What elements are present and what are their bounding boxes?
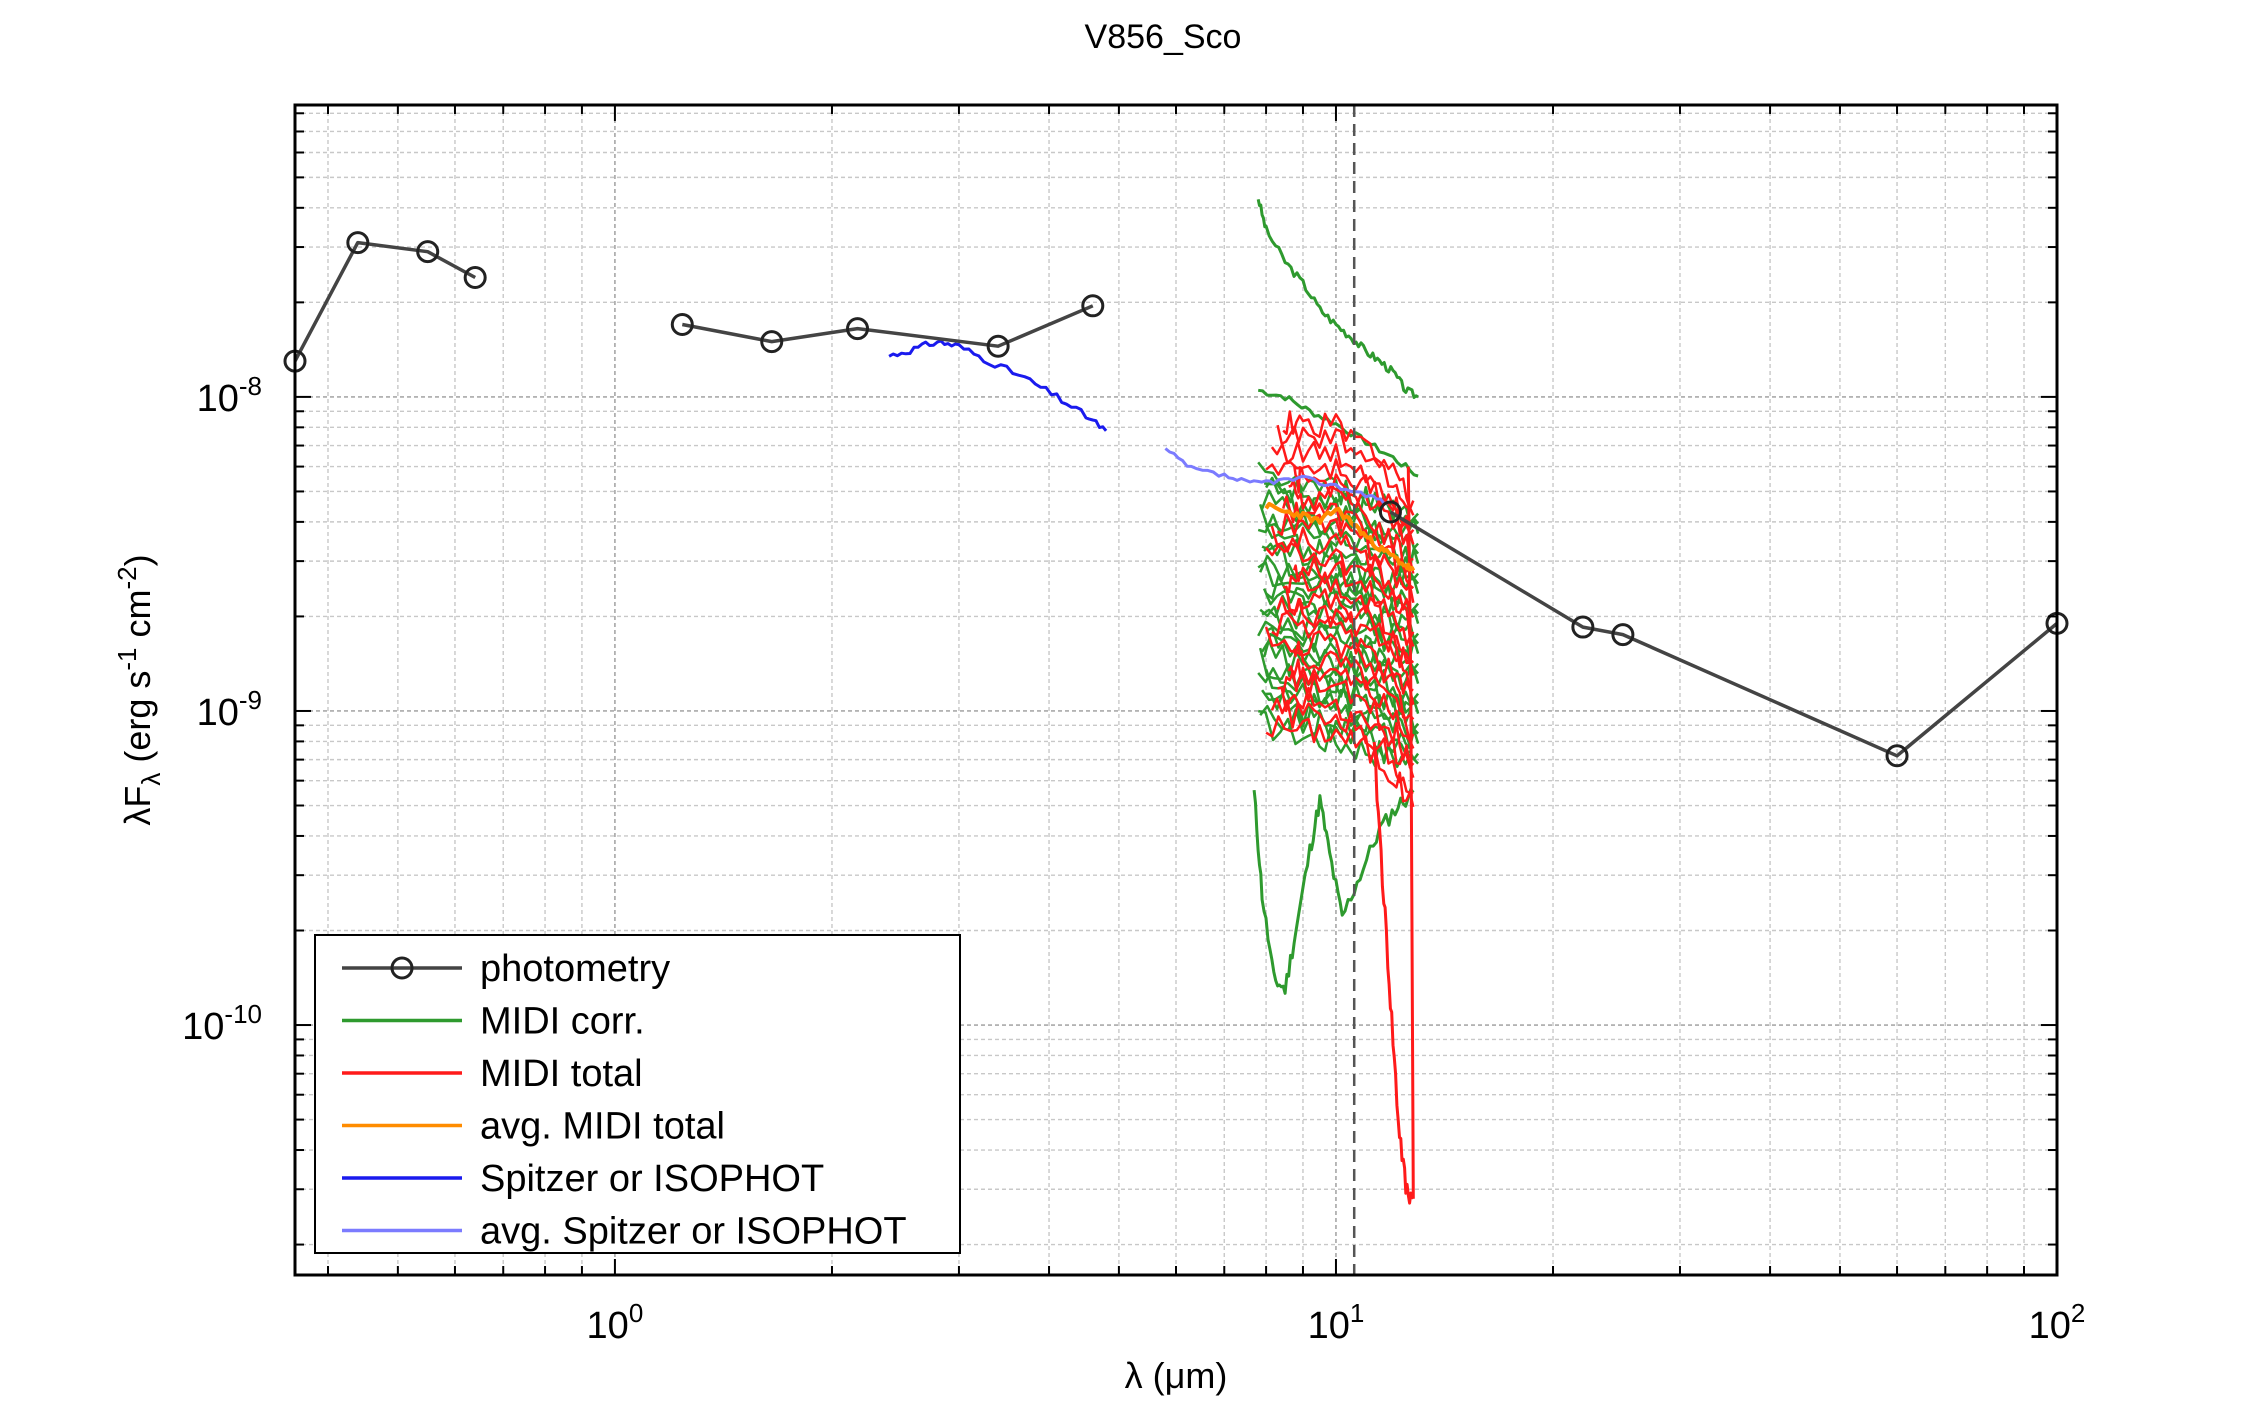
chart-title: V856_Sco [1085,18,1242,56]
photometry-marker [760,330,784,354]
midi-total-line [1292,640,1415,744]
axis-ticks [295,105,2058,1275]
photometry-marker [416,240,440,264]
photometry-marker [670,313,694,337]
y-tick-label-exp: -10 [224,999,262,1029]
photometry-marker [1571,615,1595,639]
photometry-line [1389,510,2059,758]
legend-label: avg. MIDI total [480,1106,725,1148]
x-tick-label-exp: 0 [629,1298,643,1328]
photometry-marker [986,334,1010,358]
midi-corr-line [1256,198,1419,399]
midi-total-line [1277,686,1415,779]
y-axis-label-cm: cm [117,589,158,647]
y-axis-label-exp2: -2 [112,566,142,589]
midi-corr-line [1264,524,1420,586]
photometry-line [681,304,1094,348]
x-tick-label-exp: 2 [2071,1298,2085,1328]
y-axis-label-lambda: λF [117,786,158,826]
x-tick-label-exp: 1 [1350,1298,1364,1328]
y-axis-label-close: ) [117,554,158,566]
y-tick-label-base: 10 [182,1006,224,1048]
midi-total-line [1265,458,1415,545]
midi-total-line [1292,557,1415,647]
midi-total-line [1281,495,1415,590]
midi-total-line [1265,715,1415,808]
avg-spitzer-line [1164,447,1389,506]
y-tick-label-base: 10 [197,692,239,734]
y-tick-label: 10-9 [197,685,262,734]
midi-corr-line [1257,709,1420,769]
x-tick-label: 102 [2029,1298,2086,1347]
legend-label: MIDI total [480,1053,643,1095]
midi-total-line [1264,626,1415,721]
x-tick-label-base: 10 [587,1305,629,1347]
y-axis-label: λFλ (erg s-1 cm-2) [112,554,166,825]
photometry-marker [1081,294,1105,318]
midi-corr-line [1257,388,1419,478]
photometry-marker [463,265,487,289]
series-layer [283,105,2069,1275]
legend-label: avg. Spitzer or ISOPHOT [480,1211,907,1253]
midi-total-line [1288,479,1415,574]
x-tick-label-base: 10 [1308,1305,1350,1347]
spitzer-line [888,339,1108,432]
x-tick-label-base: 10 [2029,1305,2071,1347]
y-tick-label-exp: -8 [239,371,262,401]
photometry-marker [346,231,370,255]
midi-total-line [1282,410,1415,511]
y-tick-label: 10-8 [197,371,262,420]
photometry-marker [1885,744,1909,768]
y-tick-label-exp: -9 [239,685,262,715]
photometry-marker [1611,623,1635,647]
avg-midi-total-line [1264,501,1416,572]
photometry-line [293,240,477,362]
legend-label: MIDI corr. [480,1001,645,1043]
midi-total-line [1372,741,1415,1205]
photometry-marker [1378,500,1402,524]
legend: photometry MIDI corr. MIDI total avg. MIDI … [314,934,961,1254]
midi-total-line [1270,525,1415,618]
legend-label: photometry [480,948,670,990]
y-tick-label-base: 10 [197,378,239,420]
midi-total-line [1283,585,1415,676]
midi-total-line [1271,611,1415,706]
y-tick-label: 10-10 [182,999,262,1048]
legend-label: Spitzer or ISOPHOT [480,1158,824,1200]
y-axis-label-units: (erg s [117,671,158,773]
x-axis-label: λ (μm) [1125,1355,1228,1396]
y-axis-label-exp1: -1 [112,647,142,670]
y-axis-label-sub: λ [136,773,166,786]
legend-box [314,934,961,1254]
midi-corr-line [1252,787,1415,995]
midi-total-line [1287,658,1415,749]
photometry-marker [846,317,870,341]
svg-text:λFλ (erg s-1 cm-2): λFλ (erg s-1 cm-2) [112,554,166,825]
x-tick-label: 101 [1308,1298,1365,1347]
legend-marker [390,956,414,980]
midi-total-line [1406,466,1415,1199]
midi-corr-line [1265,574,1420,632]
midi-total-line [1276,424,1415,516]
x-tick-label: 100 [587,1298,644,1347]
midi-corr-line [1259,554,1420,614]
